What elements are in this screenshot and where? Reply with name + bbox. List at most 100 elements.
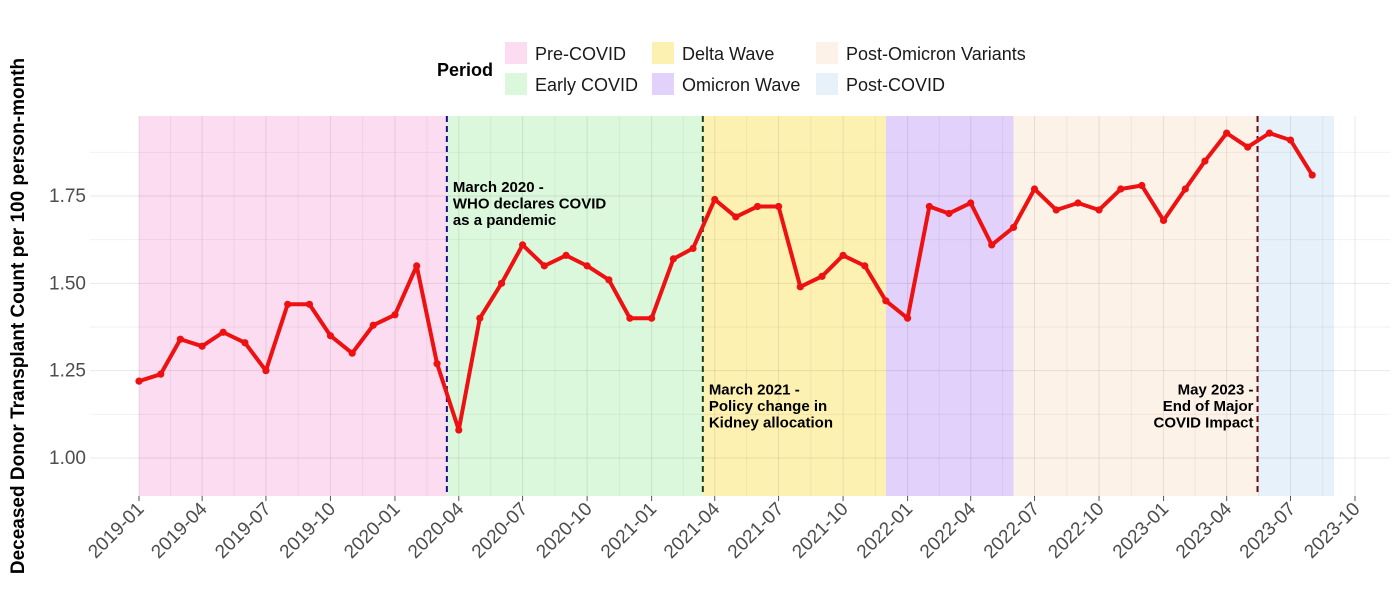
x-tick-label-16: 2023-01 bbox=[1109, 499, 1173, 563]
x-tick-label-9: 2021-04 bbox=[660, 498, 724, 562]
annotation-line-text-2-0: May 2023 - bbox=[1178, 382, 1254, 399]
data-point-38 bbox=[945, 209, 953, 218]
x-tick-label-15: 2022-10 bbox=[1044, 499, 1108, 563]
data-point-53 bbox=[1265, 129, 1274, 137]
data-point-11 bbox=[369, 321, 377, 329]
data-point-34 bbox=[861, 262, 869, 270]
annotation-line-text-1-1: Policy change in bbox=[709, 398, 827, 415]
data-point-3 bbox=[198, 342, 206, 350]
data-point-23 bbox=[626, 314, 634, 322]
data-point-28 bbox=[732, 213, 740, 221]
x-tick-label-17: 2023-04 bbox=[1172, 498, 1236, 562]
x-tick-label-10: 2021-07 bbox=[724, 499, 788, 563]
data-point-42 bbox=[1030, 185, 1039, 193]
x-tick-label-11: 2021-10 bbox=[788, 499, 852, 563]
annotation-line-text-1-2: Kidney allocation bbox=[709, 415, 833, 432]
period-band-2 bbox=[702, 116, 886, 496]
data-point-43 bbox=[1052, 206, 1060, 214]
x-tick-label-6: 2020-07 bbox=[468, 499, 532, 563]
data-point-7 bbox=[284, 300, 292, 308]
y-axis-label: Deceased Donor Transplant Count per 100 … bbox=[8, 58, 29, 574]
data-point-29 bbox=[753, 202, 762, 211]
data-point-15 bbox=[455, 426, 463, 434]
data-point-33 bbox=[839, 251, 847, 259]
annotation-text-2: May 2023 -End of Major COVID Impact bbox=[1153, 382, 1253, 432]
x-tick-label-19: 2023-10 bbox=[1300, 499, 1364, 563]
data-point-1 bbox=[157, 370, 165, 378]
data-point-8 bbox=[305, 300, 314, 308]
series-line-0 bbox=[137, 131, 1315, 433]
data-point-44 bbox=[1074, 199, 1082, 207]
data-point-12 bbox=[391, 311, 399, 319]
data-point-45 bbox=[1095, 206, 1103, 214]
data-point-6 bbox=[262, 367, 270, 375]
y-tick-label-3: 1.75 bbox=[49, 186, 86, 207]
x-tick-label-13: 2022-04 bbox=[916, 498, 980, 562]
data-point-54 bbox=[1286, 136, 1295, 144]
y-tick-label-1: 1.25 bbox=[49, 361, 86, 382]
x-tick-label-12: 2022-01 bbox=[853, 499, 917, 563]
legend-label-0-2: Post-Omicron Variants bbox=[846, 44, 1026, 64]
annotation-line-text-0-2: as a pandemic bbox=[453, 212, 556, 229]
annotation-text-0: March 2020 -WHO declares COVID as a pande… bbox=[453, 179, 607, 229]
annotation-line-text-2-1: End of Major bbox=[1163, 398, 1254, 415]
period-band-4 bbox=[1013, 116, 1258, 496]
legend-title: Period bbox=[437, 60, 493, 80]
data-point-17 bbox=[497, 279, 506, 287]
legend-swatch-1-1 bbox=[652, 73, 674, 95]
data-point-25 bbox=[669, 255, 677, 263]
data-point-30 bbox=[774, 202, 783, 211]
x-tick-label-14: 2022-07 bbox=[980, 499, 1044, 563]
legend-swatch-0-0 bbox=[505, 42, 527, 64]
annotation-line-text-0-0: March 2020 - bbox=[453, 179, 544, 196]
data-point-10 bbox=[348, 349, 356, 357]
data-point-0 bbox=[135, 377, 143, 385]
data-point-5 bbox=[241, 339, 249, 347]
data-point-16 bbox=[476, 314, 484, 322]
y-tick-label-2: 1.50 bbox=[49, 273, 86, 294]
data-point-41 bbox=[1009, 223, 1018, 232]
data-point-13 bbox=[413, 262, 421, 270]
period-band-5 bbox=[1257, 116, 1334, 496]
legend-label-1-1: Omicron Wave bbox=[682, 75, 800, 95]
data-point-37 bbox=[925, 202, 933, 211]
legend-label-0-0: Pre-COVID bbox=[535, 44, 626, 64]
data-point-47 bbox=[1138, 181, 1146, 190]
annotation-line-text-2-2: COVID Impact bbox=[1153, 415, 1253, 432]
x-tick-label-3: 2019-10 bbox=[276, 499, 340, 563]
data-point-9 bbox=[326, 332, 335, 340]
data-point-24 bbox=[648, 314, 656, 322]
data-point-2 bbox=[176, 335, 184, 343]
data-point-48 bbox=[1159, 216, 1168, 225]
data-point-14 bbox=[433, 360, 441, 368]
data-point-21 bbox=[583, 262, 591, 270]
legend-swatch-0-1 bbox=[652, 42, 674, 64]
x-tick-label-0: 2019-01 bbox=[84, 499, 148, 563]
data-point-19 bbox=[540, 262, 548, 270]
data-point-32 bbox=[818, 272, 826, 280]
data-point-46 bbox=[1117, 185, 1125, 193]
data-point-22 bbox=[605, 276, 613, 284]
data-point-39 bbox=[967, 199, 975, 207]
legend-label-0-1: Delta Wave bbox=[682, 44, 774, 64]
data-point-27 bbox=[711, 195, 719, 204]
data-point-49 bbox=[1181, 185, 1189, 193]
data-point-26 bbox=[689, 244, 697, 252]
data-point-18 bbox=[518, 241, 527, 249]
x-tick-label-7: 2020-10 bbox=[532, 499, 596, 563]
x-tick-label-8: 2021-01 bbox=[597, 499, 661, 563]
data-point-40 bbox=[988, 241, 996, 249]
data-point-52 bbox=[1244, 143, 1252, 151]
legend-label-1-2: Post-COVID bbox=[846, 75, 945, 95]
data-point-36 bbox=[903, 314, 912, 322]
legend-swatch-1-2 bbox=[816, 73, 838, 95]
annotation-line-text-0-1: WHO declares COVID bbox=[453, 196, 607, 213]
data-point-51 bbox=[1223, 129, 1231, 137]
period-band-3 bbox=[885, 116, 1014, 496]
data-point-4 bbox=[219, 328, 227, 336]
x-tick-label-18: 2023-07 bbox=[1236, 499, 1300, 563]
data-point-20 bbox=[562, 251, 570, 259]
y-tick-label-0: 1.00 bbox=[49, 448, 86, 469]
